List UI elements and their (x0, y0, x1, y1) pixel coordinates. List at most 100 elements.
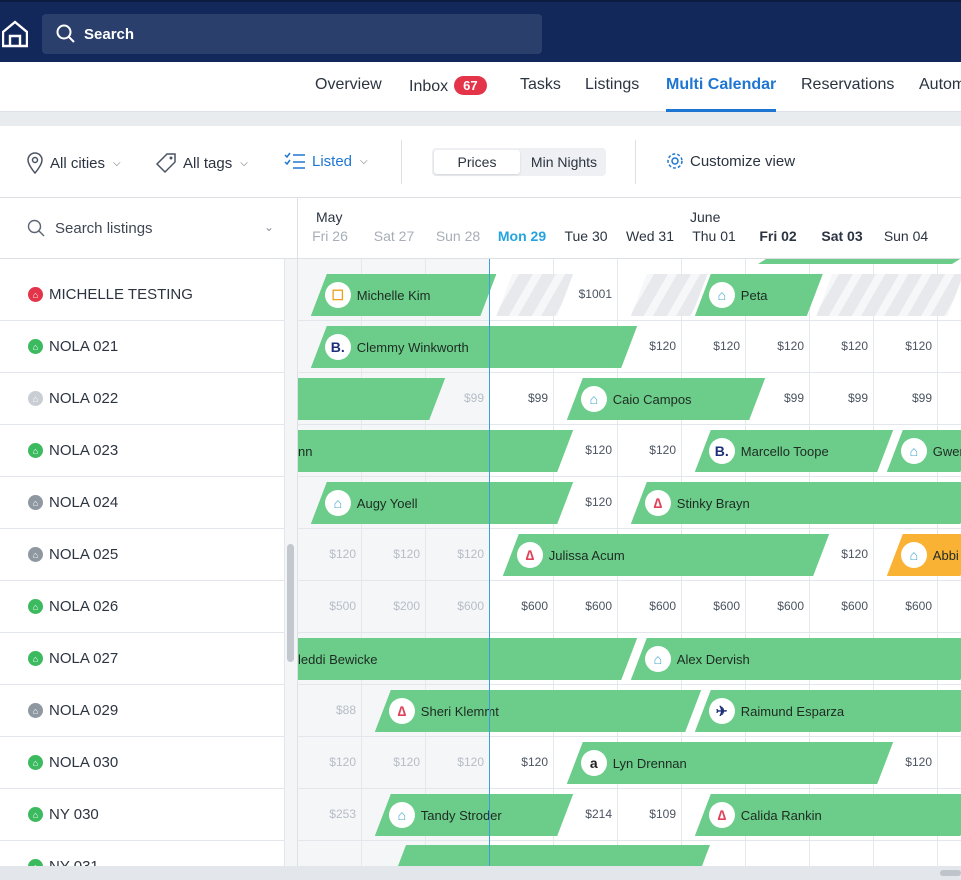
min-nights-toggle-option[interactable]: Min Nights (530, 154, 598, 170)
day-header[interactable]: Fri 26 (312, 228, 348, 244)
nightly-price[interactable]: $120 (905, 755, 932, 769)
listing-row[interactable]: ⌂ NOLA 024 (0, 477, 284, 529)
customize-view-button[interactable]: Customize view (666, 152, 795, 170)
reservation-bar[interactable]: a Lyn Drennan (567, 742, 893, 784)
nightly-price[interactable]: $120 (585, 495, 612, 509)
nightly-price[interactable]: $120 (777, 339, 804, 353)
reservation-bar[interactable] (298, 378, 445, 420)
day-header[interactable]: Sat 03 (821, 228, 863, 244)
tab-listings[interactable]: Listings (585, 76, 640, 93)
day-header[interactable]: Sun 04 (883, 228, 929, 244)
listing-row[interactable]: ⌂ NY 030 (0, 789, 284, 841)
listing-row[interactable]: ⌂ NOLA 027 (0, 633, 284, 685)
listing-search-input[interactable]: Search listings ⌄ (0, 198, 297, 259)
reservation-bar[interactable] (758, 254, 961, 264)
reservation-bar[interactable]: ∆ Julissa Acum (503, 534, 829, 576)
reservation-bar[interactable]: ⌂ Gwen (887, 430, 961, 472)
listing-row[interactable]: ⌂ NOLA 022 (0, 373, 284, 425)
day-header[interactable]: Sat 27 (373, 228, 415, 244)
tag-filter[interactable]: All tags ⌵ (155, 152, 248, 174)
home-icon[interactable] (2, 20, 28, 48)
nightly-price[interactable]: $600 (777, 599, 804, 613)
nightly-price[interactable]: $99 (527, 391, 548, 405)
tab-tasks[interactable]: Tasks (520, 76, 561, 93)
nightly-price[interactable]: $600 (585, 599, 612, 613)
nightly-price[interactable]: $1001 (578, 287, 612, 301)
nightly-price[interactable]: $120 (841, 547, 868, 561)
nightly-price[interactable]: $600 (457, 599, 484, 613)
listing-row[interactable]: ⌂ NOLA 030 (0, 737, 284, 789)
day-header[interactable]: Tue 30 (564, 228, 608, 244)
nightly-price[interactable]: $120 (585, 443, 612, 457)
nightly-price[interactable]: $120 (393, 755, 420, 769)
nightly-price[interactable]: $120 (329, 755, 356, 769)
listing-row[interactable]: ⌂ NOLA 029 (0, 685, 284, 737)
reservation-bar[interactable]: ⌂ Alex Dervish (631, 638, 961, 680)
listing-row[interactable]: ⌂ NOLA 025 (0, 529, 284, 581)
listed-filter[interactable]: Listed ⌵ (284, 152, 368, 170)
nightly-price[interactable]: $120 (649, 443, 676, 457)
reservation-bar[interactable]: ⌂ Abbi (887, 534, 961, 576)
city-filter[interactable]: All cities ⌵ (26, 152, 121, 174)
global-search-input[interactable]: Search (42, 14, 542, 54)
listing-row[interactable]: ⌂ NOLA 021 (0, 321, 284, 373)
collapse-chevron-icon[interactable]: ⌄ (263, 220, 274, 234)
listing-row[interactable]: ⌂ NOLA 026 (0, 581, 284, 633)
nightly-price[interactable]: $120 (393, 547, 420, 561)
reservation-bar[interactable]: ⌂ Peta (695, 274, 823, 316)
nightly-price[interactable]: $99 (847, 391, 868, 405)
tab-multi-calendar[interactable]: Multi Calendar (666, 76, 777, 93)
reservation-bar[interactable]: nn (298, 430, 573, 472)
day-header[interactable]: Thu 01 (692, 228, 736, 244)
nightly-price[interactable]: $600 (649, 599, 676, 613)
reservation-bar[interactable]: ☐ Michelle Kim (311, 274, 497, 316)
nightly-price[interactable]: $600 (841, 599, 868, 613)
listing-row[interactable]: ⌂ NOLA 023 (0, 425, 284, 477)
nightly-price[interactable]: $99 (911, 391, 932, 405)
nightly-price[interactable]: $120 (905, 339, 932, 353)
reservation-bar[interactable] (390, 845, 710, 866)
nightly-price[interactable]: $99 (463, 391, 484, 405)
reservation-bar[interactable]: ∆ Calida Rankin (695, 794, 961, 836)
day-header[interactable]: Mon 29 (497, 228, 547, 244)
nightly-price[interactable]: $120 (457, 547, 484, 561)
nightly-price[interactable]: $120 (649, 339, 676, 353)
nightly-price[interactable]: $600 (905, 599, 932, 613)
reservation-bar[interactable]: leddi Bewicke (298, 638, 637, 680)
tab-automations[interactable]: Autom (919, 76, 961, 93)
reservation-bar[interactable]: ⌂ Caio Campos (567, 378, 765, 420)
reservation-bar[interactable]: ⌂ Tandy Stroder (375, 794, 573, 836)
listing-row[interactable]: ⌂ NY 031 (0, 841, 284, 866)
nightly-price[interactable]: $109 (649, 807, 676, 821)
prices-toggle-option[interactable]: Prices (434, 150, 520, 174)
nightly-price[interactable]: $99 (783, 391, 804, 405)
day-header[interactable]: Wed 31 (626, 228, 674, 244)
nightly-price[interactable]: $253 (329, 807, 356, 821)
nightly-price[interactable]: $88 (335, 703, 356, 717)
nightly-price[interactable]: $600 (521, 599, 548, 613)
tab-reservations[interactable]: Reservations (801, 76, 895, 93)
reservation-bar[interactable]: ⌂ Augy Yoell (311, 482, 573, 524)
tab-inbox[interactable]: Inbox 67 (409, 76, 487, 96)
nightly-price[interactable]: $200 (393, 599, 420, 613)
day-header[interactable]: Mo (938, 228, 961, 244)
reservation-bar[interactable]: ∆ Sheri Klemmt (375, 690, 701, 732)
calendar-horizontal-scrollbar[interactable] (0, 866, 961, 880)
reservation-bar[interactable]: ✈ Raimund Esparza (695, 690, 961, 732)
nightly-price[interactable]: $120 (841, 339, 868, 353)
reservation-bar[interactable]: B. Clemmy Winkworth (311, 326, 637, 368)
nightly-price[interactable]: $120 (329, 547, 356, 561)
day-header[interactable]: Sun 28 (435, 228, 481, 244)
nightly-price[interactable]: $600 (713, 599, 740, 613)
reservation-bar[interactable]: ∆ Stinky Brayn (631, 482, 961, 524)
nightly-price[interactable]: $214 (585, 807, 612, 821)
tab-overview[interactable]: Overview (315, 76, 382, 93)
nightly-price[interactable]: $120 (457, 755, 484, 769)
day-header[interactable]: Fri 02 (759, 228, 797, 244)
listing-row[interactable]: ⌂ MICHELLE TESTING (0, 269, 284, 321)
reservation-bar[interactable]: B. Marcello Toope (695, 430, 893, 472)
nightly-price[interactable]: $120 (713, 339, 740, 353)
nightly-price[interactable]: $500 (329, 599, 356, 613)
horizontal-scrollbar-thumb[interactable] (940, 870, 961, 876)
sidebar-scrollbar-thumb[interactable] (287, 544, 294, 662)
